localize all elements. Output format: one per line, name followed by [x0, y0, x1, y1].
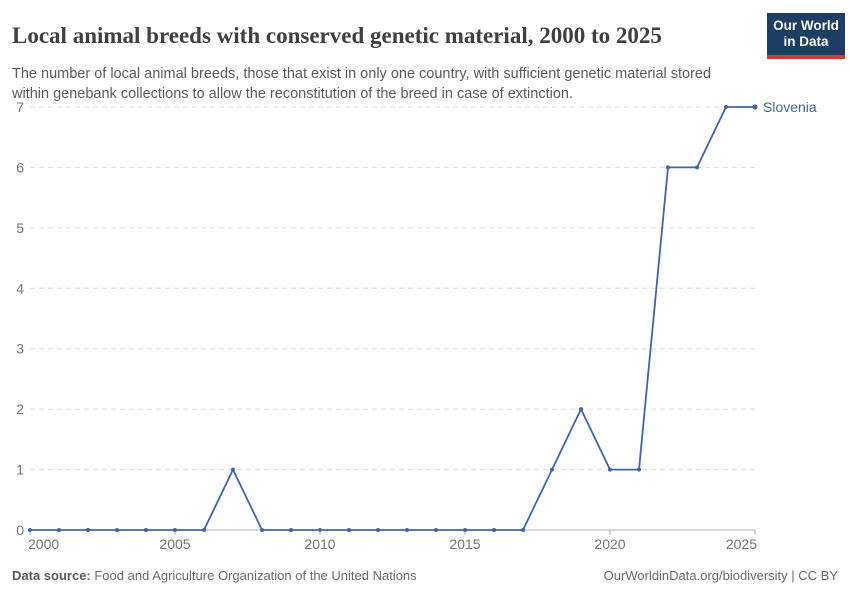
- data-point[interactable]: [231, 467, 235, 472]
- data-point[interactable]: [28, 528, 32, 532]
- data-point[interactable]: [521, 528, 525, 532]
- data-point[interactable]: [202, 528, 206, 532]
- y-tick-label: 2: [16, 401, 24, 417]
- data-point[interactable]: [57, 528, 61, 532]
- owid-logo-line1: Our World: [773, 18, 839, 33]
- owid-attribution-link[interactable]: OurWorldinData.org/biodiversity | CC BY: [603, 568, 838, 583]
- y-tick-label: 7: [16, 99, 24, 115]
- x-tick-label: 2005: [159, 536, 190, 552]
- data-point[interactable]: [144, 528, 148, 532]
- data-source-note: Data source: Food and Agriculture Organi…: [12, 568, 417, 583]
- data-point[interactable]: [173, 528, 177, 532]
- owid-logo[interactable]: Our World in Data: [767, 13, 845, 59]
- data-point[interactable]: [666, 165, 670, 170]
- y-tick-label: 4: [16, 280, 24, 296]
- data-point[interactable]: [260, 528, 264, 532]
- data-point[interactable]: [579, 407, 583, 412]
- chart-footer: Data source: Food and Agriculture Organi…: [12, 568, 838, 583]
- x-tick-label: 2020: [594, 536, 625, 552]
- owid-logo-line2: in Data: [783, 34, 829, 50]
- x-tick-label: 2010: [304, 536, 335, 552]
- y-tick-label: 5: [16, 220, 24, 236]
- data-point[interactable]: [492, 528, 496, 532]
- page-title: Local animal breeds with conserved genet…: [12, 23, 662, 49]
- data-point[interactable]: [695, 165, 699, 170]
- entity-label[interactable]: Slovenia: [763, 99, 817, 115]
- data-point[interactable]: [405, 528, 409, 532]
- data-point[interactable]: [724, 105, 728, 109]
- y-tick-label: 0: [16, 522, 24, 538]
- x-tick-label: 2000: [28, 536, 59, 552]
- data-point[interactable]: [289, 528, 293, 532]
- data-source-label: Data source:: [12, 568, 91, 583]
- data-point[interactable]: [376, 528, 380, 532]
- data-point[interactable]: [637, 467, 641, 472]
- x-tick-label: 2015: [449, 536, 480, 552]
- data-point[interactable]: [318, 528, 322, 532]
- data-point[interactable]: [347, 528, 351, 532]
- data-point[interactable]: [434, 528, 438, 532]
- data-point[interactable]: [550, 467, 554, 472]
- y-tick-label: 1: [16, 462, 24, 478]
- data-source-text: Food and Agriculture Organization of the…: [90, 568, 417, 583]
- y-tick-label: 3: [16, 341, 24, 357]
- series-line[interactable]: [29, 106, 756, 531]
- y-tick-label: 6: [16, 159, 24, 175]
- data-point[interactable]: [115, 528, 119, 532]
- data-point[interactable]: [608, 467, 612, 472]
- data-point[interactable]: [752, 104, 758, 110]
- x-tick-label: 2025: [726, 536, 757, 552]
- page-subtitle: The number of local animal breeds, those…: [12, 65, 712, 102]
- data-point[interactable]: [86, 528, 90, 532]
- data-point[interactable]: [463, 528, 467, 532]
